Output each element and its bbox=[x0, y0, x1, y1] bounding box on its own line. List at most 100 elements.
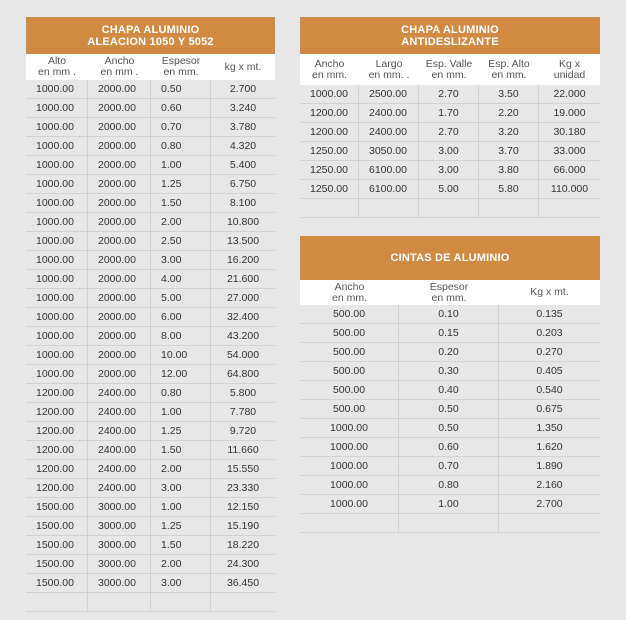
table-cell: 7.780 bbox=[229, 406, 257, 418]
table-cell: 8.100 bbox=[229, 197, 257, 209]
table-row: 1200.00 2400.00 1.50 11.660 bbox=[26, 441, 275, 460]
table-row: 1000.00 2000.00 10.00 54.000 bbox=[26, 346, 275, 365]
column-headers: Alto en mm . Ancho en mm . Espesor en mm. k… bbox=[26, 54, 275, 80]
table-row: 1200.00 2400.00 1.00 7.780 bbox=[26, 403, 275, 422]
title-line-1: CHAPA ALUMINIO bbox=[101, 23, 200, 36]
table-cell: 33.000 bbox=[553, 145, 586, 157]
table-cell: 2.00 bbox=[151, 213, 211, 231]
table-cell: 2.70 bbox=[419, 123, 479, 141]
table-cell: 1000.00 bbox=[26, 156, 88, 174]
table-cell: 2.00 bbox=[151, 460, 211, 478]
table-cell: 3.20 bbox=[479, 123, 539, 141]
table-cell: 1000.00 bbox=[26, 270, 88, 288]
table-cell: 500.00 bbox=[300, 362, 399, 380]
table-row: 500.00 0.40 0.540 bbox=[300, 381, 600, 400]
table-cell: 3.00 bbox=[419, 142, 479, 160]
table-cell: 2.700 bbox=[536, 498, 563, 510]
table-cell: 0.70 bbox=[151, 118, 211, 136]
table-cell: 12.150 bbox=[226, 501, 260, 513]
table-cell: 2000.00 bbox=[88, 118, 151, 136]
table-row: 1000.00 2000.00 0.60 3.240 bbox=[26, 99, 275, 118]
table-row: 1000.00 2000.00 1.25 6.750 bbox=[26, 175, 275, 194]
column-headers: Ancho en mm. Espesor en mm. Kg x mt. bbox=[300, 280, 600, 305]
table-row: 1200.00 2400.00 3.00 23.330 bbox=[26, 479, 275, 498]
col-ancho: Ancho en mm . bbox=[100, 55, 139, 78]
table-cell: 54.000 bbox=[226, 349, 260, 361]
table-row: 500.00 0.50 0.675 bbox=[300, 400, 600, 419]
table-cell: 1000.00 bbox=[26, 118, 88, 136]
table-cell: 2400.00 bbox=[88, 403, 151, 421]
table-cell: 1000.00 bbox=[26, 175, 88, 193]
table-row: 1000.00 2000.00 2.00 10.800 bbox=[26, 213, 275, 232]
table-cell: 1000.00 bbox=[300, 419, 399, 437]
table-row: 1000.00 0.50 1.350 bbox=[300, 419, 600, 438]
table-cell: 500.00 bbox=[300, 324, 399, 342]
table-cell bbox=[300, 514, 399, 532]
table-cell: 1.00 bbox=[151, 403, 211, 421]
table-row: 1000.00 0.70 1.890 bbox=[300, 457, 600, 476]
table-cell: 2000.00 bbox=[88, 327, 151, 345]
table-row: 1000.00 2000.00 4.00 21.600 bbox=[26, 270, 275, 289]
table-row: 1000.00 2000.00 5.00 27.000 bbox=[26, 289, 275, 308]
table-cell: 1500.00 bbox=[26, 517, 88, 535]
table-cell: 12.00 bbox=[151, 365, 211, 383]
table-cell: 0.70 bbox=[399, 457, 499, 475]
table-cell: 2400.00 bbox=[88, 441, 151, 459]
table-row: 500.00 0.30 0.405 bbox=[300, 362, 600, 381]
table-cell: 15.190 bbox=[226, 520, 260, 532]
table-cell: 1200.00 bbox=[26, 479, 88, 497]
table-cell: 18.220 bbox=[226, 539, 260, 551]
table-cell: 1.25 bbox=[151, 422, 211, 440]
table-cell bbox=[300, 199, 359, 217]
table-cell: 110.000 bbox=[550, 183, 589, 195]
table-cell: 2.70 bbox=[419, 85, 479, 103]
table-cell: 2.50 bbox=[151, 232, 211, 250]
table-cell: 3050.00 bbox=[359, 142, 419, 160]
table-row: 1000.00 2000.00 1.50 8.100 bbox=[26, 194, 275, 213]
title-line-1: CINTAS DE ALUMINIO bbox=[390, 252, 510, 264]
table-cell: 0.675 bbox=[536, 403, 563, 415]
table-cell: 24.300 bbox=[226, 558, 260, 570]
table-body: 500.00 0.10 0.135 500.00 0.15 0.203 500.00 0.20… bbox=[300, 305, 600, 533]
table-cell: 0.80 bbox=[151, 384, 211, 402]
table-cell: 0.80 bbox=[151, 137, 211, 155]
table-row: 1250.00 6100.00 5.00 5.80 110.000 bbox=[300, 180, 600, 199]
table-cell: 3.00 bbox=[151, 251, 211, 269]
table-row: 1000.00 1.00 2.700 bbox=[300, 495, 600, 514]
table-cell: 3000.00 bbox=[88, 536, 151, 554]
table-row: 1000.00 2000.00 3.00 16.200 bbox=[26, 251, 275, 270]
col-largo: Largo en mm. . bbox=[368, 57, 410, 81]
table-cell: 0.135 bbox=[536, 308, 563, 320]
table-cell: 3.00 bbox=[151, 574, 211, 592]
table-cell: 9.720 bbox=[229, 425, 257, 437]
table-cell bbox=[211, 593, 275, 611]
col-kg: kg x mt. bbox=[224, 60, 262, 73]
table-cell: 1.25 bbox=[151, 175, 211, 193]
table-cell: 1.25 bbox=[151, 517, 211, 535]
table-cell: 6.00 bbox=[151, 308, 211, 326]
col-kg-unidad: Kg x unidad bbox=[553, 57, 586, 81]
table-cell: 1000.00 bbox=[26, 308, 88, 326]
table-row: 1000.00 2000.00 1.00 5.400 bbox=[26, 156, 275, 175]
table-cell: 2000.00 bbox=[88, 346, 151, 364]
table-cell: 2000.00 bbox=[88, 270, 151, 288]
table-row: 1500.00 3000.00 1.50 18.220 bbox=[26, 536, 275, 555]
table-cell bbox=[88, 593, 151, 611]
table-cell: 10.00 bbox=[151, 346, 211, 364]
table-cell: 1.50 bbox=[151, 536, 211, 554]
table-row: 500.00 0.20 0.270 bbox=[300, 343, 600, 362]
table-row: 1200.00 2400.00 1.25 9.720 bbox=[26, 422, 275, 441]
table-cell: 6100.00 bbox=[359, 161, 419, 179]
table-row: 1200.00 2400.00 1.70 2.20 19.000 bbox=[300, 104, 600, 123]
table-cell: 10.800 bbox=[226, 216, 260, 228]
table-cell: 1500.00 bbox=[26, 574, 88, 592]
table-cell: 1.00 bbox=[399, 495, 499, 513]
table-cell: 1200.00 bbox=[300, 104, 359, 122]
table-title: CHAPA ALUMINIO ALEACION 1050 Y 5052 bbox=[26, 17, 275, 54]
table-cell: 2500.00 bbox=[359, 85, 419, 103]
table-cell: 1200.00 bbox=[26, 422, 88, 440]
table-cell: 8.00 bbox=[151, 327, 211, 345]
table-cell: 1000.00 bbox=[300, 85, 359, 103]
table-cell: 1.50 bbox=[151, 441, 211, 459]
table-cell: 1000.00 bbox=[300, 476, 399, 494]
